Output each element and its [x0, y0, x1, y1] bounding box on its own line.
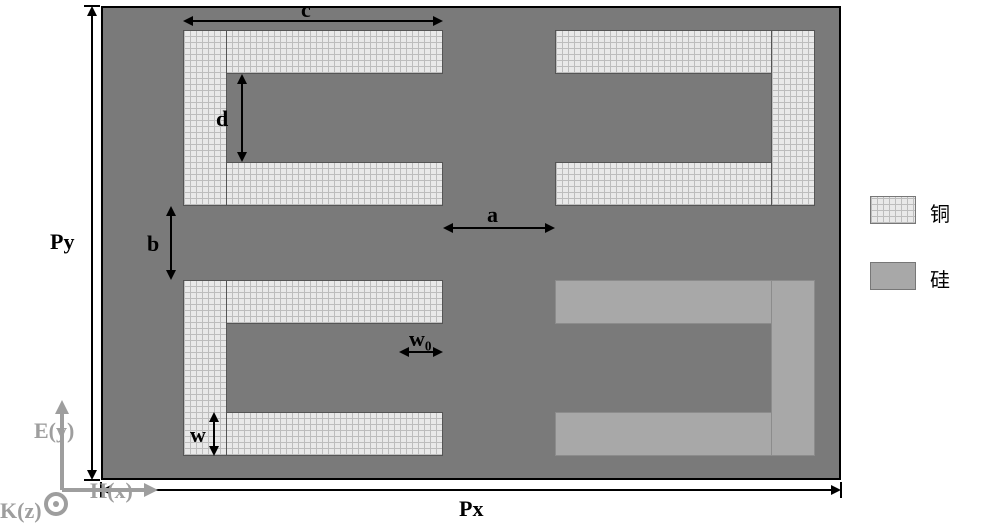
- srr-bot_right: [555, 280, 815, 456]
- dim-label-w: w: [190, 422, 206, 448]
- arrow-head: [166, 206, 176, 216]
- legend-label-copper: 铜: [930, 198, 950, 227]
- arrow-head: [237, 152, 247, 162]
- axis-label-hx: H(x): [90, 478, 133, 504]
- arrow-head: [209, 412, 219, 422]
- dim-line-d: [241, 84, 243, 152]
- axis-label-ey: E(y): [34, 418, 74, 444]
- arrow-head: [166, 270, 176, 280]
- dim-line-w: [213, 422, 215, 446]
- legend-swatch-copper: [870, 196, 916, 224]
- arrow-head: [237, 74, 247, 84]
- arrow-head: [87, 6, 97, 16]
- dim-label-w0: w₀: [409, 326, 431, 352]
- srr-joint-patch: [772, 281, 814, 455]
- arrow-head: [545, 223, 555, 233]
- dim-label-Py: Py: [50, 229, 74, 255]
- legend-label-silicon: 硅: [930, 264, 950, 293]
- dim-label-c: c: [301, 0, 311, 23]
- dim-label-a: a: [487, 202, 498, 228]
- legend-swatch-silicon: [870, 262, 916, 290]
- dim-tick: [84, 5, 100, 7]
- arrow-head: [209, 446, 219, 456]
- srr-joint-patch: [772, 31, 814, 205]
- srr-top_right: [555, 30, 815, 206]
- arrow-head: [443, 223, 453, 233]
- srr-bot_left: [183, 280, 443, 456]
- dim-line-b: [170, 216, 172, 270]
- arrow-head: [183, 16, 193, 26]
- axis-x-arrowhead: [144, 483, 158, 497]
- dim-line-a: [453, 227, 545, 229]
- dim-line-Py: [91, 16, 93, 470]
- arrow-head: [433, 347, 443, 357]
- axis-z-dot: [53, 501, 59, 507]
- arrow-head: [399, 347, 409, 357]
- dim-label-b: b: [147, 231, 159, 257]
- figure-root: c d a b Py Px w₀ w 铜硅 E(y) H(x) K(z): [0, 0, 1000, 526]
- dim-line-Px: [111, 489, 831, 491]
- dim-tick: [840, 482, 842, 498]
- dim-line-c: [193, 20, 433, 22]
- dim-label-Px: Px: [459, 496, 483, 522]
- arrow-head: [433, 16, 443, 26]
- axis-y-arrowhead: [55, 400, 69, 414]
- axis-label-kz: K(z): [0, 498, 42, 524]
- dim-label-d: d: [216, 106, 228, 132]
